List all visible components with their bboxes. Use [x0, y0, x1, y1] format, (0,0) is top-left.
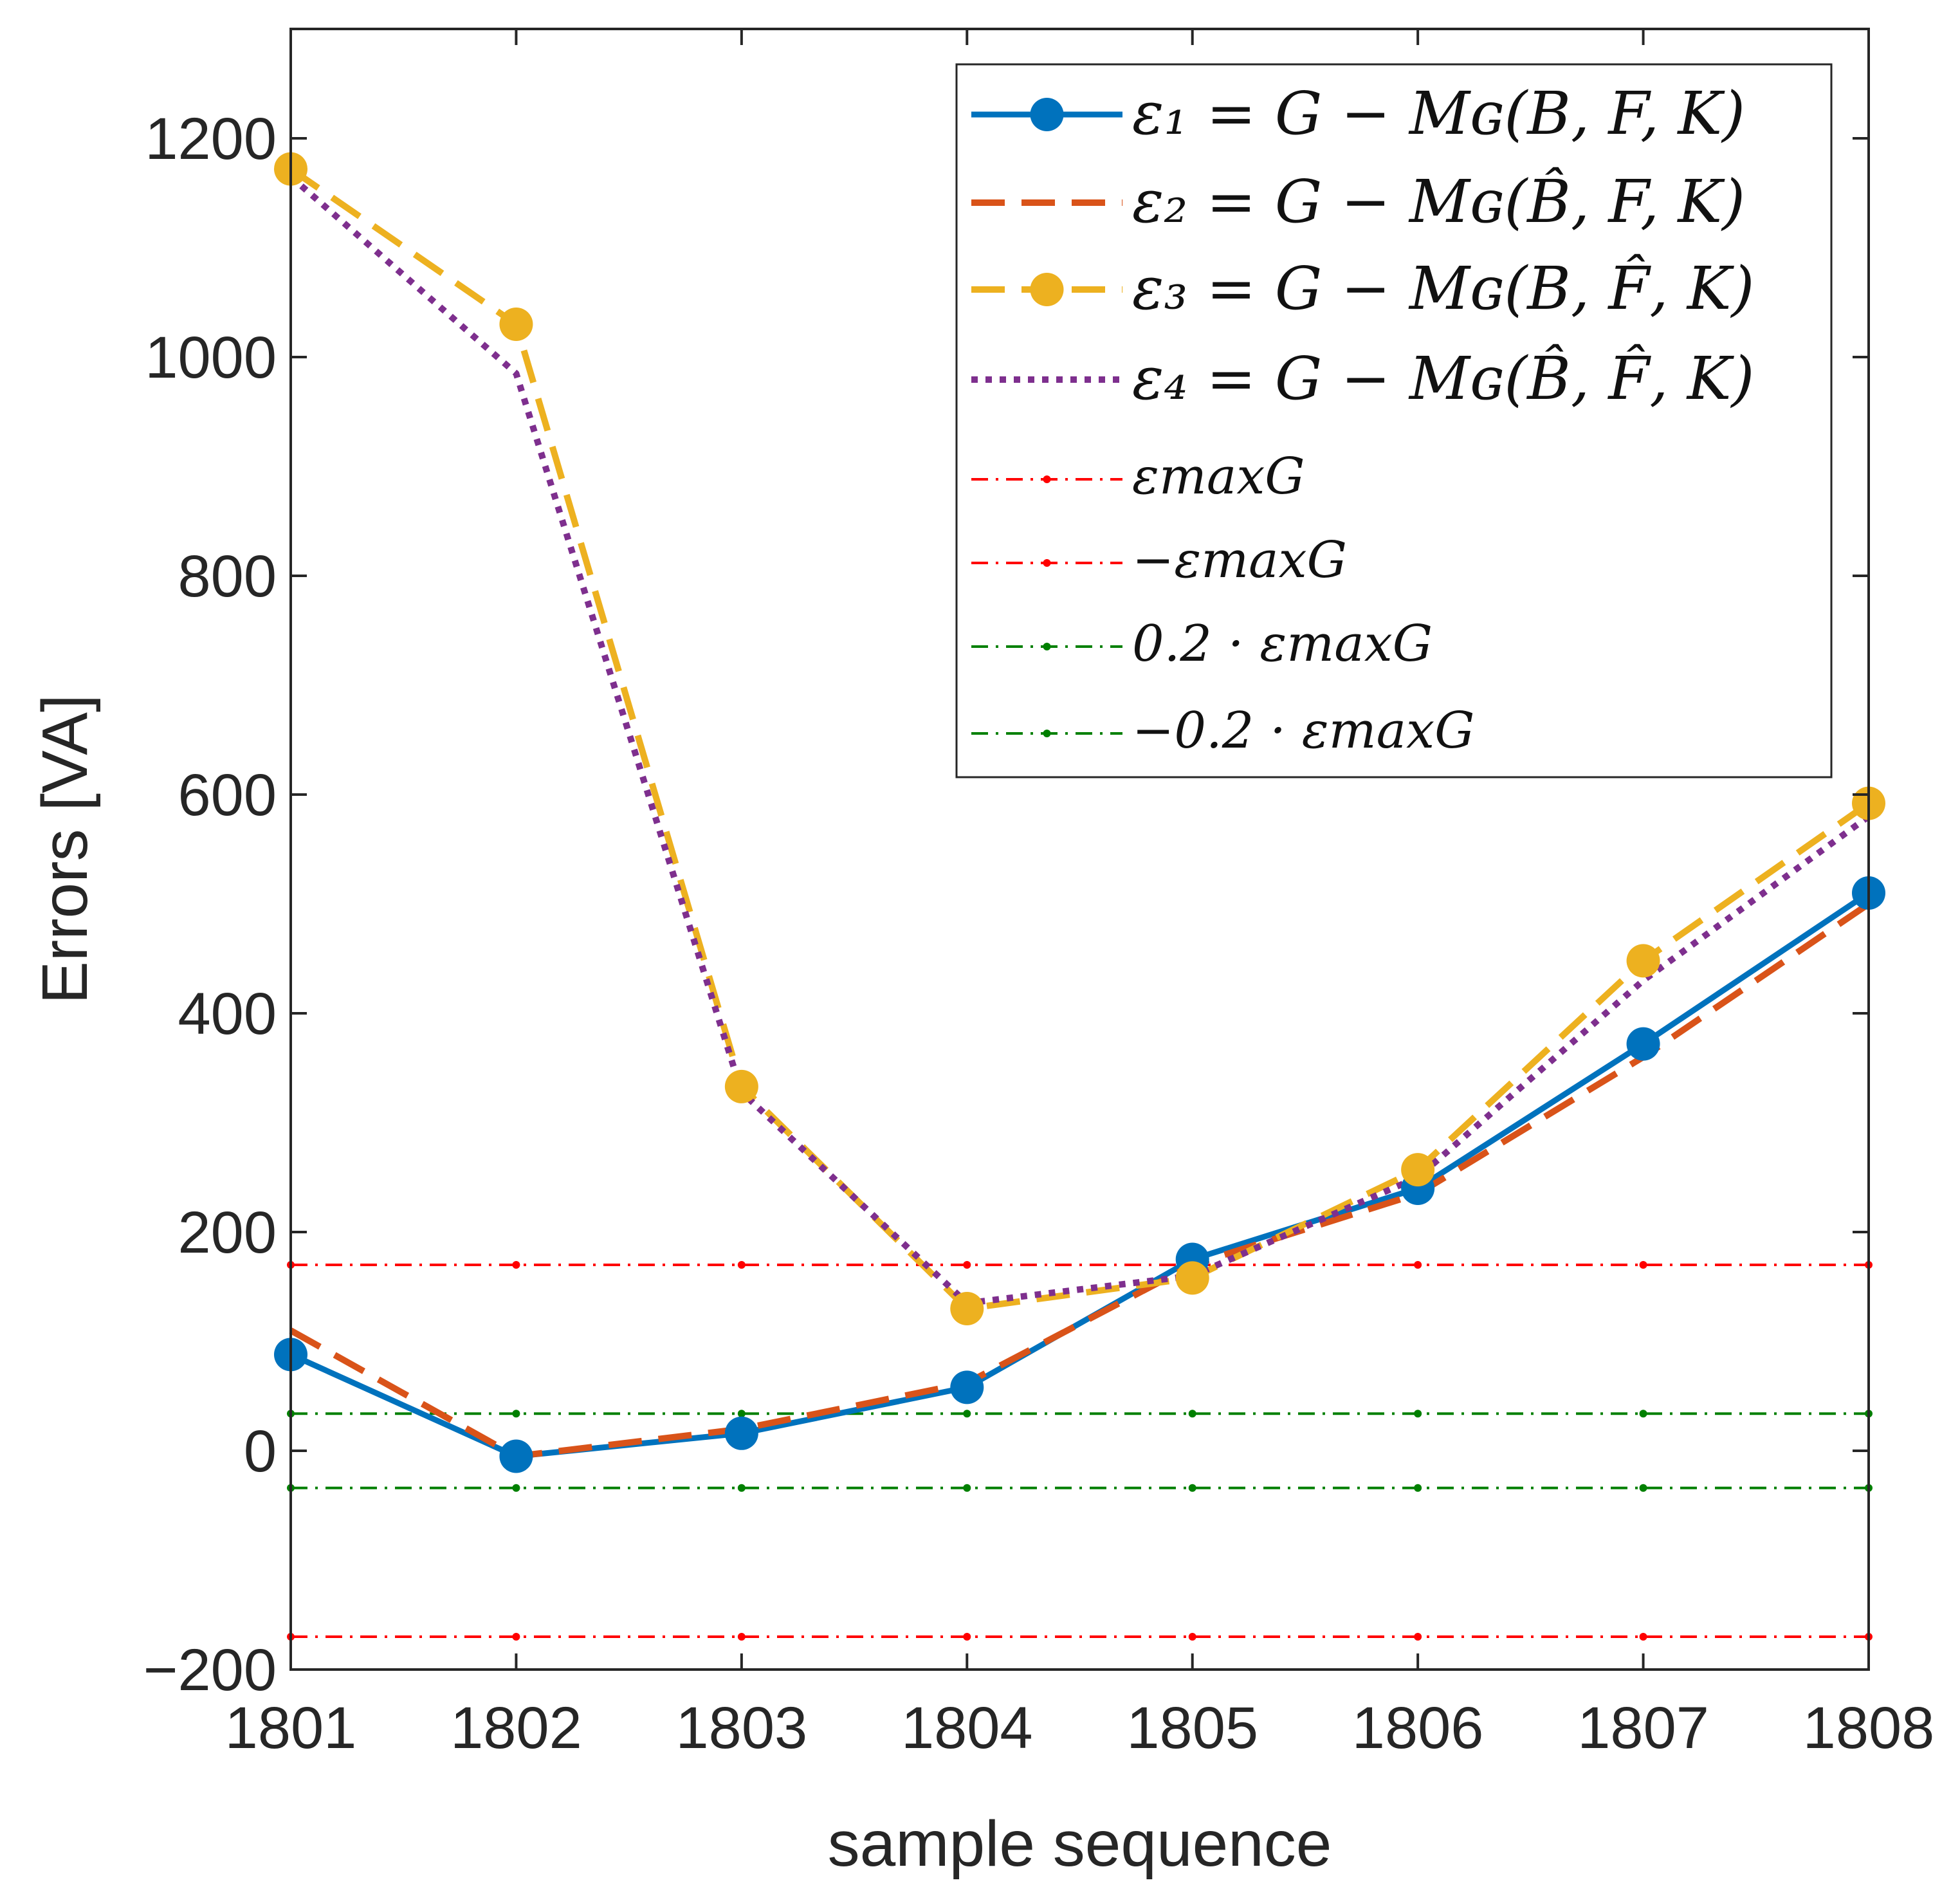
y-tick-label: −200	[143, 1637, 277, 1703]
series-3-point	[950, 1292, 984, 1325]
series-line-1	[289, 890, 1871, 1459]
reference-line-point	[737, 1261, 746, 1269]
reference-line-point	[1188, 1633, 1196, 1641]
legend-swatch-marker	[1030, 98, 1064, 131]
reference-line-point	[1414, 1261, 1422, 1269]
series-3-point	[499, 308, 533, 341]
reference-line-point	[963, 1484, 971, 1492]
plot-area-frame	[289, 28, 1870, 1671]
reference-line-point	[1639, 1410, 1647, 1418]
legend-label: εmaxG	[1132, 448, 1305, 506]
y-tick-label: 400	[178, 981, 277, 1047]
reference-line-point	[512, 1261, 520, 1269]
series-1-point	[724, 1416, 758, 1450]
series-3-point	[724, 1069, 758, 1103]
legend-swatch-marker	[1043, 559, 1051, 567]
legend-swatch-marker	[1043, 475, 1051, 483]
x-tick-label: 1805	[1126, 1695, 1258, 1761]
legend-label: ε₃ = G − Mɢ(B, F̂, K)	[1132, 253, 1754, 323]
reference-line-point	[512, 1484, 520, 1492]
legend-item-2: ε₂ = G − Mɢ(B̂, F, K)	[971, 167, 1745, 236]
y-tick-label: 1000	[145, 325, 277, 391]
legend-item-7: 0.2 · εmaxG	[971, 615, 1433, 673]
legend-label: ε₁ = G − Mɢ(B, F, K)	[1132, 79, 1745, 148]
x-tick-label: 1802	[450, 1695, 582, 1761]
reference-line-point	[737, 1484, 746, 1492]
series-line-4	[288, 174, 1871, 1307]
reference-line-point	[737, 1410, 746, 1418]
reference-line-point	[1414, 1484, 1422, 1492]
reference-line-point	[963, 1410, 971, 1418]
x-tick-label: 1806	[1352, 1695, 1484, 1761]
reference-line-point	[963, 1261, 971, 1269]
y-tick-label: 0	[244, 1419, 277, 1484]
reference-line-point	[512, 1410, 520, 1418]
series-1-point	[950, 1370, 984, 1404]
y-tick-label: 200	[178, 1200, 277, 1266]
legend-item-8: −0.2 · εmaxG	[971, 702, 1474, 760]
y-tick-label: 1200	[145, 106, 277, 172]
x-tick-label: 1801	[225, 1695, 357, 1761]
reference-line-point	[512, 1633, 520, 1641]
series-line-2	[289, 901, 1871, 1460]
x-axis-title: sample sequence	[828, 1808, 1332, 1880]
x-axis-ticks: 1801 1802 1803 1804 1805 1806 1807 1808	[225, 29, 1935, 1761]
y-axis-title: Errors [VA]	[29, 694, 101, 1004]
legend-label: 0.2 · εmaxG	[1132, 615, 1433, 673]
legend-box	[955, 63, 1833, 778]
legend-item-6: −εmaxG	[971, 531, 1347, 589]
series-3-point	[1626, 944, 1660, 978]
reference-line-point	[963, 1633, 971, 1641]
reference-line-point	[1188, 1484, 1196, 1492]
reference-line-point	[1639, 1633, 1647, 1641]
x-tick-label: 1803	[676, 1695, 808, 1761]
reference-line-point	[1414, 1410, 1422, 1418]
series-line-3	[289, 166, 1871, 1312]
series-1-point	[499, 1439, 533, 1473]
series-3-point	[1401, 1153, 1435, 1187]
series-1-point	[1626, 1027, 1660, 1061]
x-tick-label: 1804	[901, 1695, 1033, 1761]
reference-line-point	[1414, 1633, 1422, 1641]
legend-item-5: εmaxG	[971, 448, 1305, 506]
x-tick-label: 1808	[1803, 1695, 1935, 1761]
y-tick-label: 800	[178, 544, 277, 609]
legend-label: −εmaxG	[1132, 531, 1347, 589]
x-tick-label: 1807	[1577, 1695, 1709, 1761]
legend-item-1: ε₁ = G − Mɢ(B, F, K)	[971, 79, 1745, 148]
legend-label: −0.2 · εmaxG	[1132, 702, 1474, 760]
reference-line-point	[737, 1633, 746, 1641]
y-axis-ticks: −200 0 200 400 600 800 1000 1200	[143, 106, 1869, 1703]
legend-item-3: ε₃ = G − Mɢ(B, F̂, K)	[971, 253, 1754, 323]
legend-swatch-marker	[1043, 730, 1051, 737]
legend-label: ε₂ = G − Mɢ(B̂, F, K)	[1132, 167, 1745, 236]
data-series	[288, 166, 1871, 1460]
series-3-point	[1175, 1261, 1209, 1295]
legend-swatch-marker	[1030, 273, 1064, 306]
y-tick-label: 600	[178, 762, 277, 828]
legend-swatch-marker	[1043, 643, 1051, 650]
reference-line-point	[1188, 1410, 1196, 1418]
legend-label: ε₄ = G − Mɢ(B̂, F̂, K)	[1132, 344, 1754, 413]
reference-line-point	[1639, 1484, 1647, 1492]
legend-item-4: ε₄ = G − Mɢ(B̂, F̂, K)	[971, 344, 1754, 413]
reference-line-point	[1639, 1261, 1647, 1269]
legend: ε₁ = G − Mɢ(B, F, K) ε₂ = G − Mɢ(B̂, F, K…	[955, 63, 1833, 778]
